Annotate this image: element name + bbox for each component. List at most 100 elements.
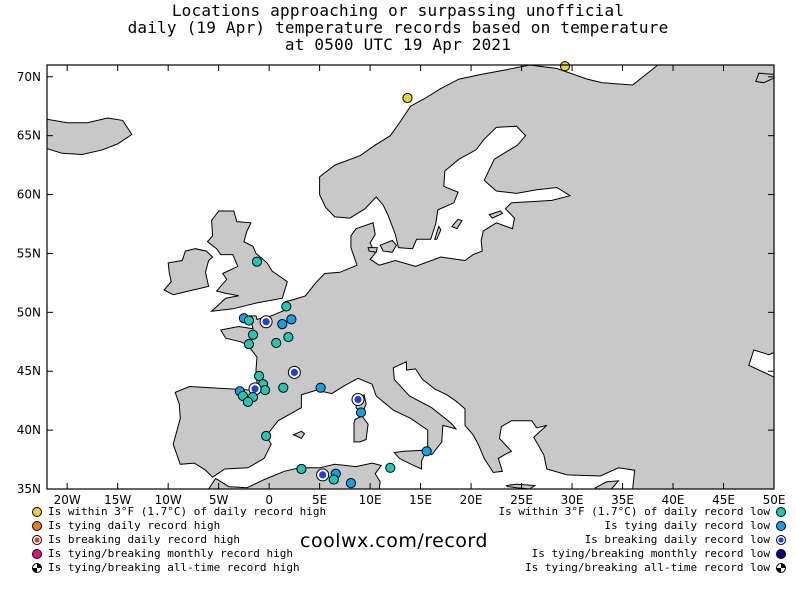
lon-tick-label: 45E (712, 493, 735, 507)
station-marker-tie-low (286, 314, 297, 325)
station-marker-tie-low (277, 319, 288, 330)
near-high-icon (32, 507, 42, 517)
station-marker-break-low (354, 395, 362, 404)
station-marker-near-high (402, 92, 413, 104)
break-low-icon (776, 535, 786, 545)
lat-tick-label: 70N (17, 70, 41, 84)
map-title: Locations approaching or surpassing unof… (0, 2, 796, 53)
station-marker-tie-low (421, 446, 432, 457)
station-marker-tie-low (355, 407, 367, 418)
legend-high-records: Is within 3°F (1.7°C) of daily record hi… (32, 505, 326, 575)
legend-entry: Is tying daily record high (32, 519, 326, 533)
lat-tick-label: 45N (17, 364, 41, 378)
legend-entry: Is within 3°F (1.7°C) of daily record lo… (498, 505, 786, 519)
credit-text: coolwx.com/record (300, 530, 488, 552)
station-marker-break-low (319, 471, 327, 479)
lon-tick-label: 5E (312, 493, 327, 507)
legend-label: Is within 3°F (1.7°C) of daily record hi… (48, 505, 327, 518)
station-marker-break-low (262, 318, 270, 326)
land-cyprus (594, 480, 620, 489)
station-marker-near-low (261, 430, 272, 442)
tie-high-icon (32, 521, 42, 531)
station-markers (234, 61, 571, 489)
lon-tick-label: 0 (265, 493, 273, 507)
lon-tick-label: 30E (561, 493, 584, 507)
station-marker-break-low (251, 385, 259, 393)
legend-low-records: Is within 3°F (1.7°C) of daily record lo… (498, 505, 786, 575)
tie-low-icon (776, 521, 786, 531)
station-marker-near-low (271, 337, 282, 349)
legend-entry: Is tying/breaking monthly record low (498, 547, 786, 561)
alltime-record-icon (32, 563, 42, 573)
station-marker-near-low (385, 462, 396, 473)
lat-tick-label: 55N (17, 246, 41, 260)
legend-entry: Is tying/breaking all-time record high (32, 561, 326, 575)
land-continent (172, 65, 774, 489)
station-marker-tie-low (315, 382, 326, 393)
legend-entry: Is breaking daily record high (32, 533, 326, 547)
lon-tick-label: 10W (155, 493, 182, 507)
land-crete (505, 483, 537, 489)
lon-tick-label: 25E (510, 493, 533, 507)
monthly-high-icon (32, 549, 42, 559)
station-marker-near-high (559, 61, 571, 72)
lon-tick-label: 35E (611, 493, 634, 507)
lon-tick-label: 5W (209, 493, 229, 507)
land-iceland-edge (47, 117, 133, 156)
land-zealand (379, 239, 398, 253)
lat-tick-label: 60N (17, 188, 41, 202)
station-marker-near-low (247, 329, 259, 340)
legend-entry: Is breaking daily record low (498, 533, 786, 547)
lat-tick-label: 50N (17, 305, 41, 319)
station-marker-near-low (328, 474, 339, 485)
land-sicily (393, 449, 428, 470)
legend-label: Is tying/breaking all-time record high (48, 561, 300, 574)
lon-tick-label: 15E (409, 493, 432, 507)
alltime-record-icon (776, 563, 786, 573)
legend-label: Is tying/breaking monthly record high (48, 547, 294, 560)
lon-tick-label: 50E (763, 493, 786, 507)
monthly-low-icon (776, 549, 786, 559)
legend-entry: Is tying daily record low (498, 519, 786, 533)
land-fyn (367, 247, 378, 253)
station-marker-near-low (296, 463, 307, 475)
station-marker-near-low (242, 396, 254, 407)
title-line-3: at 0500 UTC 19 Apr 2021 (284, 35, 512, 54)
title-line-1: Locations approaching or surpassing unof… (171, 1, 625, 20)
station-marker-near-low (278, 382, 289, 393)
lat-tick-label: 35N (17, 482, 41, 496)
station-marker-near-low (281, 301, 292, 312)
lon-tick-label: 20W (54, 493, 81, 507)
land-britain (206, 210, 288, 312)
station-marker-break-low (290, 368, 298, 376)
longitude-axis: 20W 15W 10W 5W 0 5E 10E 15E 20E 25E 30E 35E 40E 45E 50… (54, 65, 786, 507)
station-marker-near-low (251, 256, 263, 267)
legend-label: Is tying daily record high (48, 519, 221, 532)
station-marker-near-low (243, 339, 255, 350)
station-marker-near-low (243, 315, 255, 326)
land-mallorca (292, 430, 306, 440)
land-sardinia (353, 415, 369, 443)
break-high-icon (32, 535, 42, 545)
legend-label: Is tying daily record low (604, 519, 770, 532)
latitude-axis: 35N 40N 45N 50N 55N 60N 65N 70N (17, 70, 774, 496)
map-frame (46, 64, 775, 490)
legend-entry: Is tying/breaking all-time record low (498, 561, 786, 575)
land-novaya-zemlya (755, 72, 774, 84)
lon-tick-label: 15W (104, 493, 131, 507)
legend-label: Is tying/breaking all-time record low (524, 561, 770, 574)
lat-tick-label: 40N (17, 423, 41, 437)
legend-label: Is tying/breaking monthly record low (531, 547, 770, 560)
lon-tick-label: 10E (359, 493, 382, 507)
station-marker-tie-low (345, 478, 357, 489)
station-marker-near-low (253, 370, 265, 382)
legend-label: Is within 3°F (1.7°C) of daily record lo… (498, 505, 770, 518)
land-ireland (163, 248, 214, 296)
title-line-2: daily (19 Apr) temperature records based… (127, 18, 669, 37)
legend-entry: Is tying/breaking monthly record high (32, 547, 326, 561)
near-low-icon (776, 507, 786, 517)
legend-label: Is breaking daily record high (48, 533, 241, 546)
land-areas (47, 65, 774, 489)
station-marker-near-low (283, 331, 294, 343)
